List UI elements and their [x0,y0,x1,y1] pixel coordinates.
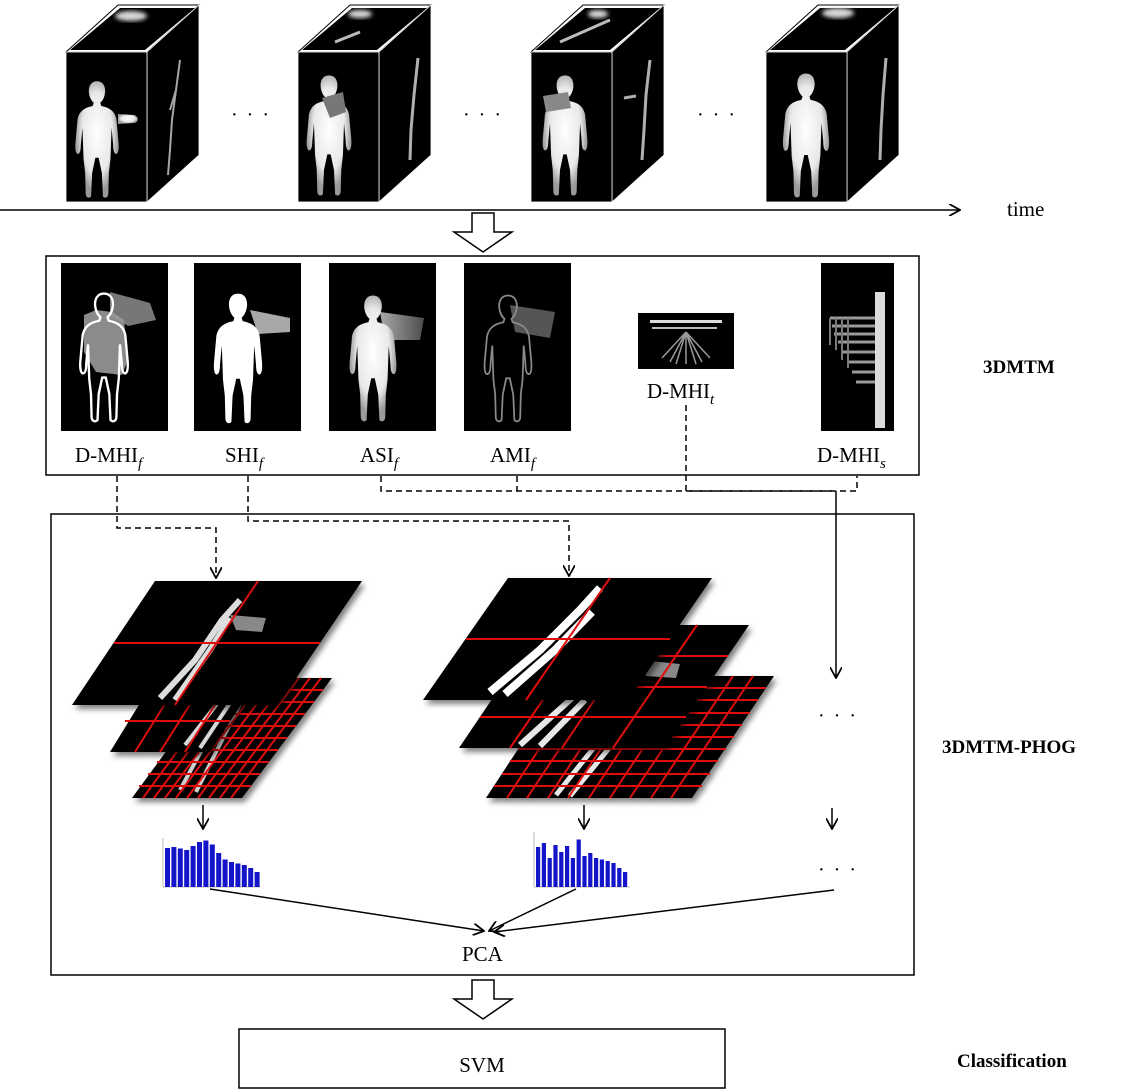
histogram-bar [171,847,177,887]
phog-panel: · · · · · · PCA [50,513,915,976]
histogram-bar [594,858,599,887]
histogram-bar [177,848,183,887]
histogram-bar [588,853,593,887]
histogram-bar [536,847,541,887]
histogram-bar [222,859,228,887]
depth-cube-4 [764,4,901,203]
label-dmhi-s: D-MHIs [817,443,886,472]
histogram-bar [209,844,215,887]
label-dmhi-f: D-MHIf [75,443,144,472]
histogram-bar [559,852,564,887]
svm-label: SVM [459,1053,505,1077]
block-arrow-down-icon [451,212,515,253]
histogram-bar [576,839,581,887]
block-arrow-down-icon [451,979,515,1020]
phog-histogram-b [533,832,630,888]
asi-front-image [329,263,436,431]
histogram-bar [165,848,170,887]
histogram-bar [248,868,254,887]
pyramid-level-0 [423,577,712,701]
dmhi-top-image [638,313,734,369]
label-asi-f: ASIf [360,443,400,472]
sequence-ellipsis-1: · · · [231,104,271,126]
video-sequence: · · · · · · · · · [64,4,901,203]
phog-pyramid-a [72,580,362,799]
template-panel: D-MHIf SHIf ASIf AMIf D-MHIt D-MHIs [45,255,920,476]
phog-histogram-a [162,838,260,888]
arrow-others-to-pca [494,889,835,932]
label-ami-f: AMIf [490,443,537,472]
pyramid-level-0 [72,580,362,706]
histogram-bar [623,872,628,887]
ami-front-image [464,263,571,431]
histogram-bar [570,858,575,887]
depth-cube-3 [529,4,666,203]
depth-cube-1 [64,4,201,203]
histogram-bar [197,842,202,887]
label-dmhi-t: D-MHIt [647,379,715,408]
section-label-3dmtm-phog: 3DMTM-PHOG [942,737,1076,758]
histogram-bar [229,862,234,887]
histogram-bar [553,845,558,887]
sequence-ellipsis-2: · · · [463,104,503,126]
histogram-bar [184,850,190,887]
histogram-bar [599,859,604,887]
histogram-ellipsis: · · · [818,859,858,881]
section-label-classification: Classification [957,1051,1067,1072]
histogram-bar [605,861,610,887]
histogram-bar [617,868,622,887]
histogram-bar [190,846,196,887]
phog-pyramid-b [423,577,774,799]
dmhi-side-image [821,263,894,431]
histogram-bar [216,853,222,887]
histogram-bar [565,846,570,887]
time-label: time [1007,197,1044,221]
histogram-bar [203,840,209,887]
section-label-3dmtm: 3DMTM [983,357,1055,378]
histogram-bar [547,858,552,887]
histogram-bar [235,863,241,887]
histogram-bar [611,863,616,887]
label-shi-f: SHIf [225,443,265,472]
arrow-histogram-a-to-pca [209,888,484,931]
histogram-bar [582,856,587,887]
arrow-histogram-b-to-pca [489,888,577,931]
sequence-ellipsis-3: · · · [697,104,737,126]
histogram-bar [241,865,247,887]
template-connectors [116,405,858,578]
pyramid-ellipsis: · · · [818,705,858,727]
histogram-bar [541,843,546,887]
histogram-bar [254,872,260,887]
depth-cube-2 [296,4,433,203]
time-axis: time [0,197,1044,221]
svm-box: SVM [238,1028,726,1089]
shi-front-image [194,263,301,431]
dmhi-front-image [61,263,168,431]
pca-label: PCA [462,942,504,966]
